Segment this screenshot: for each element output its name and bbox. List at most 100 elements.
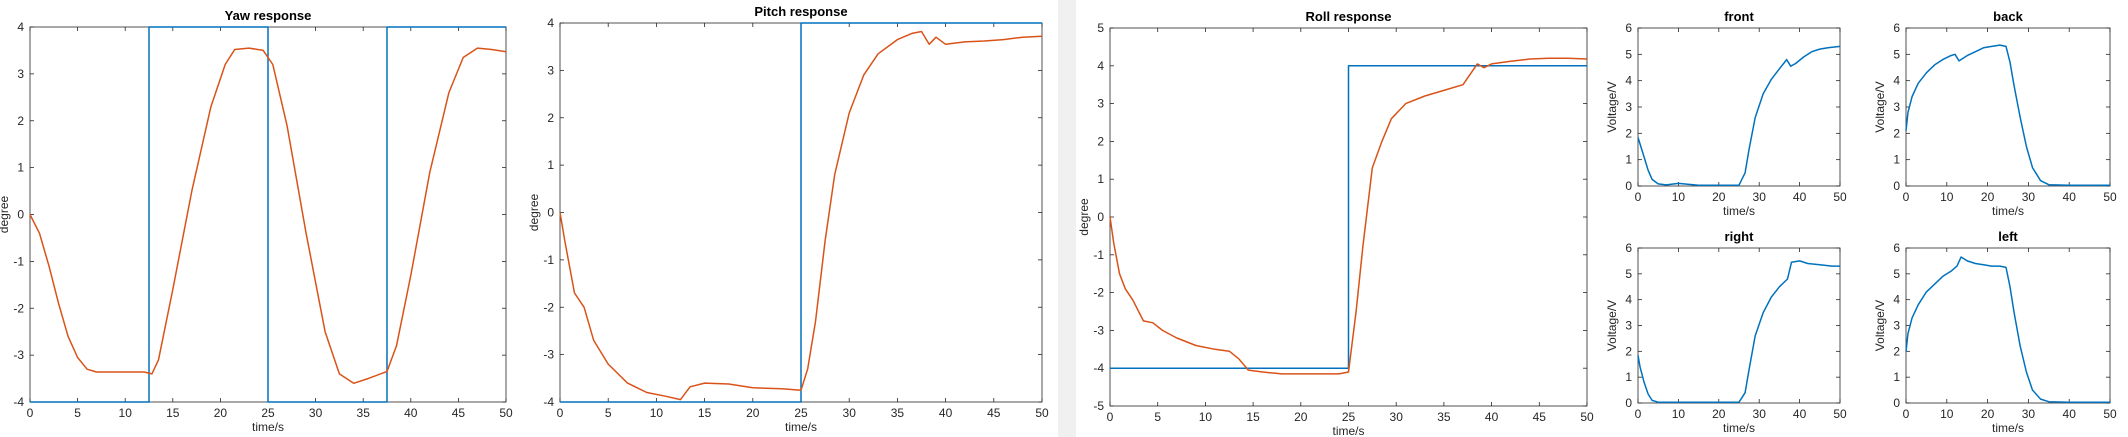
front-x-tick-label: 0 [1635, 190, 1642, 204]
left-axes-box [1905, 247, 2111, 404]
yaw-series-0-line [30, 26, 506, 403]
roll-x-tick-label: 50 [1580, 410, 1594, 424]
left-series-0-line [1905, 256, 2110, 403]
pitch-x-tick-label: 35 [891, 406, 905, 420]
left-y-tick-label: 5 [1893, 267, 1900, 281]
front-axes-box [1637, 27, 1841, 187]
roll-y-tick-label: 4 [1097, 59, 1104, 73]
back-x-tick-label: 40 [2063, 190, 2077, 204]
left-chart: 0 10 20 30 40 50 0 1 2 3 4 5 6 left time/s Voltage/V [1873, 229, 2117, 435]
yaw-x-tick-label: 50 [499, 406, 513, 420]
yaw-x-tick-label: 30 [309, 406, 323, 420]
left-x-tick-label: 20 [1981, 407, 1995, 421]
right-chart: 0 10 20 30 40 50 0 1 2 3 4 5 6 right time/s Voltage/V [1605, 229, 1847, 435]
back-x-tick-label: 10 [1940, 190, 1954, 204]
yaw-y-tick-label: 2 [17, 114, 24, 128]
back-y-tick-label: 1 [1893, 153, 1900, 167]
roll-x-tick-label: 35 [1437, 410, 1451, 424]
left-x-tick-label: 10 [1940, 407, 1954, 421]
yaw-y-tick-label: 1 [17, 161, 24, 175]
yaw-x-tick-label: 20 [214, 406, 228, 420]
yaw-x-tick-label: 40 [404, 406, 418, 420]
roll-y-tick-label: -1 [1093, 248, 1104, 262]
front-y-tick-label: 6 [1625, 21, 1632, 35]
right-y-tick-label: 6 [1625, 241, 1632, 255]
left-y-tick-label: 1 [1893, 370, 1900, 384]
roll-y-tick-label: 5 [1097, 21, 1104, 35]
roll-series-0-line [1110, 65, 1587, 369]
left-x-tick-label: 0 [1903, 407, 1910, 421]
back-x-tick-label: 30 [2022, 190, 2036, 204]
back-y-tick-label: 0 [1893, 179, 1900, 193]
yaw-x-tick-label: 15 [166, 406, 180, 420]
roll-x-tick-label: 20 [1294, 410, 1308, 424]
roll-y-tick-label: 3 [1097, 97, 1104, 111]
back-x-tick-label: 20 [1981, 190, 1995, 204]
right-x-tick-label: 20 [1712, 407, 1726, 421]
yaw-series-1-line [29, 47, 507, 385]
roll-x-tick-label: 10 [1199, 410, 1213, 424]
roll-y-tick-label: -3 [1093, 323, 1104, 337]
pitch-y-tick-label: -4 [543, 395, 554, 409]
yaw-title: Yaw response [225, 8, 312, 23]
yaw-x-tick-label: 35 [357, 406, 371, 420]
roll-x-tick-label: 15 [1246, 410, 1260, 424]
pitch-chart: 0 5 10 15 20 25 30 35 40 45 50 -4 -3 -2 -1 0 1 2 3 4 Pitch r… [527, 4, 1049, 434]
right-x-tick-label: 30 [1753, 407, 1767, 421]
pitch-x-tick-label: 10 [650, 406, 664, 420]
roll-x-tick-label: 45 [1533, 410, 1547, 424]
left-x-axis-label: time/s [1992, 421, 2024, 435]
back-x-tick-label: 50 [2103, 190, 2117, 204]
roll-y-tick-label: -2 [1093, 286, 1104, 300]
back-title: back [1993, 9, 2023, 24]
front-x-axis-label: time/s [1723, 204, 1755, 218]
roll-x-tick-label: 5 [1154, 410, 1161, 424]
pitch-y-tick-label: -2 [543, 300, 554, 314]
front-y-tick-label: 3 [1625, 100, 1632, 114]
roll-y-tick-label: 1 [1097, 172, 1104, 186]
back-x-axis-label: time/s [1992, 204, 2024, 218]
back-y-tick-label: 3 [1893, 100, 1900, 114]
right-y-tick-label: 2 [1625, 344, 1632, 358]
back-y-tick-label: 5 [1893, 47, 1900, 61]
yaw-x-tick-label: 10 [119, 406, 133, 420]
roll-y-tick-label: 0 [1097, 210, 1104, 224]
back-y-tick-label: 2 [1893, 126, 1900, 140]
pitch-y-tick-label: 2 [547, 111, 554, 125]
front-title: front [1724, 9, 1754, 24]
yaw-x-axis-label: time/s [252, 420, 284, 434]
left-y-axis-label: Voltage/V [1873, 300, 1887, 351]
left-x-tick-label: 40 [2063, 407, 2077, 421]
front-x-tick-label: 40 [1793, 190, 1807, 204]
pitch-y-axis-label: degree [527, 193, 541, 231]
pitch-y-tick-label: 3 [547, 63, 554, 77]
right-x-tick-label: 0 [1635, 407, 1642, 421]
pitch-y-tick-label: 0 [547, 206, 554, 220]
front-y-axis-label: Voltage/V [1605, 81, 1619, 132]
left-y-tick-label: 4 [1893, 293, 1900, 307]
yaw-x-tick-label: 45 [452, 406, 466, 420]
pitch-y-tick-label: -3 [543, 348, 554, 362]
yaw-y-tick-label: -4 [13, 395, 24, 409]
pitch-y-tick-label: -1 [543, 253, 554, 267]
roll-title: Roll response [1306, 9, 1392, 24]
back-y-tick-label: 4 [1893, 74, 1900, 88]
front-chart: 0 10 20 30 40 50 0 1 2 3 4 5 6 front time/s Voltage/V [1605, 9, 1847, 218]
left-title: left [1998, 229, 2018, 244]
yaw-y-tick-label: 0 [17, 208, 24, 222]
front-y-tick-label: 0 [1625, 179, 1632, 193]
yaw-x-tick-label: 5 [74, 406, 81, 420]
yaw-x-tick-label: 25 [261, 406, 275, 420]
left-y-tick-label: 6 [1893, 241, 1900, 255]
roll-chart: 0 5 10 15 20 25 30 35 40 45 50-5-4-3-2-1012345Roll… [1077, 9, 1594, 437]
pitch-y-tick-label: 4 [547, 16, 554, 30]
front-y-tick-label: 1 [1625, 153, 1632, 167]
roll-x-tick-label: 0 [1107, 410, 1114, 424]
pitch-x-tick-label: 30 [843, 406, 857, 420]
back-series-0-line [1905, 44, 2110, 186]
left-y-tick-label: 3 [1893, 319, 1900, 333]
right-x-tick-label: 50 [1833, 407, 1847, 421]
right-y-tick-label: 0 [1625, 396, 1632, 410]
right-y-tick-label: 4 [1625, 293, 1632, 307]
pitch-x-tick-label: 50 [1035, 406, 1049, 420]
